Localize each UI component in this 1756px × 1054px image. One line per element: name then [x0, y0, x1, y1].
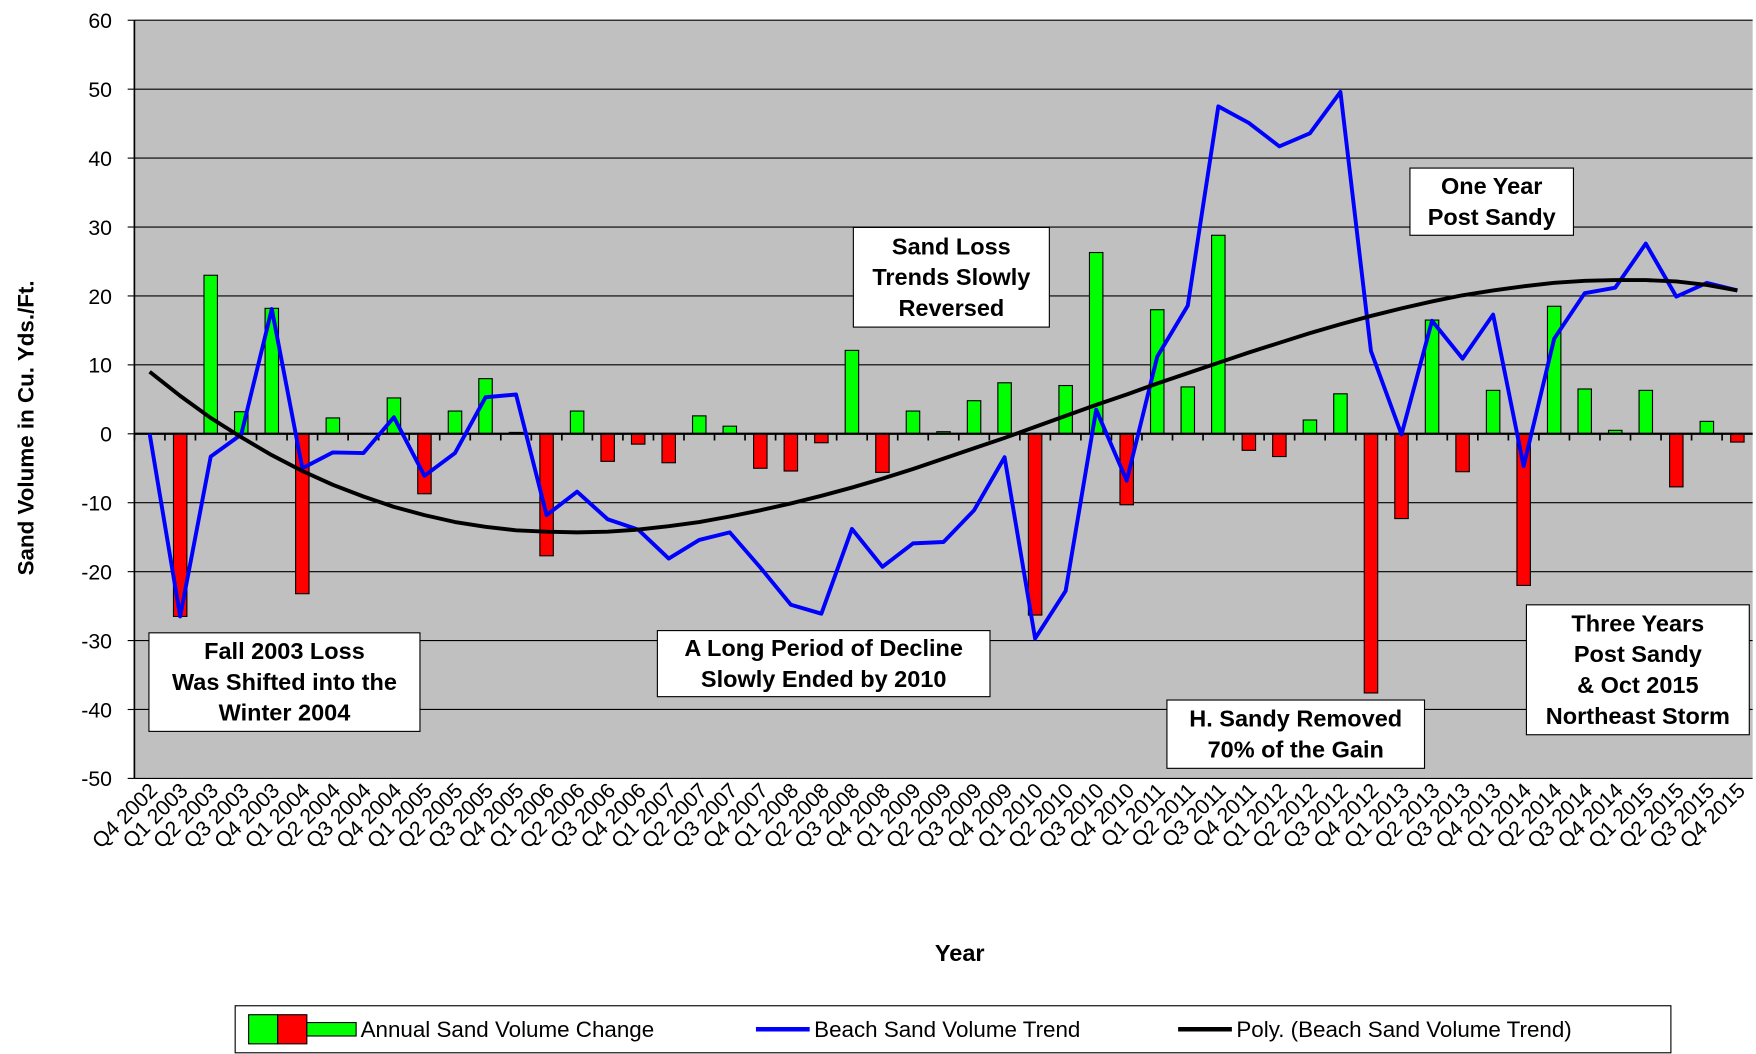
bar	[1333, 393, 1348, 435]
bar	[875, 433, 890, 473]
annotation: Slowly Ended by 2010	[701, 666, 947, 692]
bar	[1638, 389, 1654, 435]
annotation: Post Sandy	[1428, 204, 1556, 230]
y-axis-label: Sand Volume in Cu. Yds./Ft.	[14, 280, 39, 575]
bar	[1730, 433, 1745, 443]
legend-swatch	[248, 1014, 279, 1045]
bar	[1058, 384, 1073, 435]
bar	[630, 433, 646, 445]
bar	[1302, 419, 1318, 435]
annotation: Post Sandy	[1574, 641, 1702, 667]
y-tick-label: -30	[81, 629, 112, 653]
bar	[1211, 234, 1226, 435]
bar	[295, 433, 310, 595]
y-tick-label: 20	[88, 285, 112, 309]
annotation: Sand Loss	[892, 233, 1011, 259]
annotation: H. Sandy Removed	[1189, 706, 1402, 732]
y-tick-label: 60	[88, 9, 112, 33]
bar	[1455, 433, 1470, 473]
annotation: One Year	[1441, 173, 1542, 199]
bar	[1272, 433, 1287, 458]
bar	[753, 433, 768, 469]
annotation: Fall 2003 Loss	[204, 638, 365, 664]
bar	[1394, 433, 1409, 520]
bar	[203, 274, 218, 435]
bar	[1363, 433, 1379, 694]
bar	[325, 417, 341, 435]
legend-swatch	[277, 1014, 308, 1045]
y-tick-label: 0	[100, 423, 112, 447]
y-tick-label: -40	[81, 698, 112, 722]
annotation-box	[148, 632, 421, 732]
annotation: Trends Slowly	[872, 264, 1030, 290]
y-tick-label: -10	[81, 492, 112, 516]
annotation: Reversed	[898, 295, 1004, 321]
bar	[844, 349, 860, 435]
line	[147, 89, 1738, 641]
bar	[1546, 305, 1562, 435]
annotation: A Long Period of Decline	[684, 635, 963, 661]
annotation: Three Years	[1571, 610, 1704, 636]
bar	[1669, 433, 1684, 488]
bar	[814, 433, 829, 444]
legend-swatch	[306, 1021, 357, 1037]
y-tick-label: 50	[88, 78, 112, 102]
x-axis-label: Year	[935, 940, 985, 966]
bar	[905, 410, 921, 435]
bar	[1180, 386, 1196, 435]
bar	[1699, 420, 1715, 435]
y-tick-label: 10	[88, 354, 112, 378]
bar	[600, 433, 615, 462]
bar	[447, 410, 463, 435]
annotation: Winter 2004	[219, 700, 351, 726]
annotation-box	[852, 226, 1050, 328]
bar	[997, 382, 1012, 435]
legend-label: Beach Sand Volume Trend	[814, 1017, 1080, 1042]
bar	[1027, 433, 1043, 616]
bar	[691, 415, 707, 435]
annotation-box	[1525, 604, 1750, 736]
annotation-box	[656, 630, 991, 698]
bar	[569, 410, 585, 435]
bar	[966, 400, 982, 435]
annotation: Was Shifted into the	[172, 669, 397, 695]
annotation: & Oct 2015	[1577, 672, 1698, 698]
bar	[1485, 389, 1501, 435]
legend-box	[234, 1005, 1672, 1054]
bar	[661, 433, 676, 464]
bar	[722, 425, 738, 435]
legend-label: Poly. (Beach Sand Volume Trend)	[1236, 1017, 1571, 1042]
bar	[1577, 388, 1592, 435]
bar	[1241, 433, 1257, 451]
annotation: 70% of the Gain	[1208, 736, 1384, 762]
y-tick-label: 30	[88, 216, 112, 240]
annotation: Northeast Storm	[1546, 703, 1730, 729]
y-tick-label: -20	[81, 560, 112, 584]
annotation-box	[1409, 167, 1575, 236]
legend-label: Annual Sand Volume Change	[361, 1017, 655, 1042]
line	[148, 278, 1738, 535]
y-tick-label: -50	[81, 767, 112, 791]
y-tick-label: 40	[88, 147, 112, 171]
bar	[783, 433, 799, 472]
annotation-box	[1166, 699, 1426, 769]
